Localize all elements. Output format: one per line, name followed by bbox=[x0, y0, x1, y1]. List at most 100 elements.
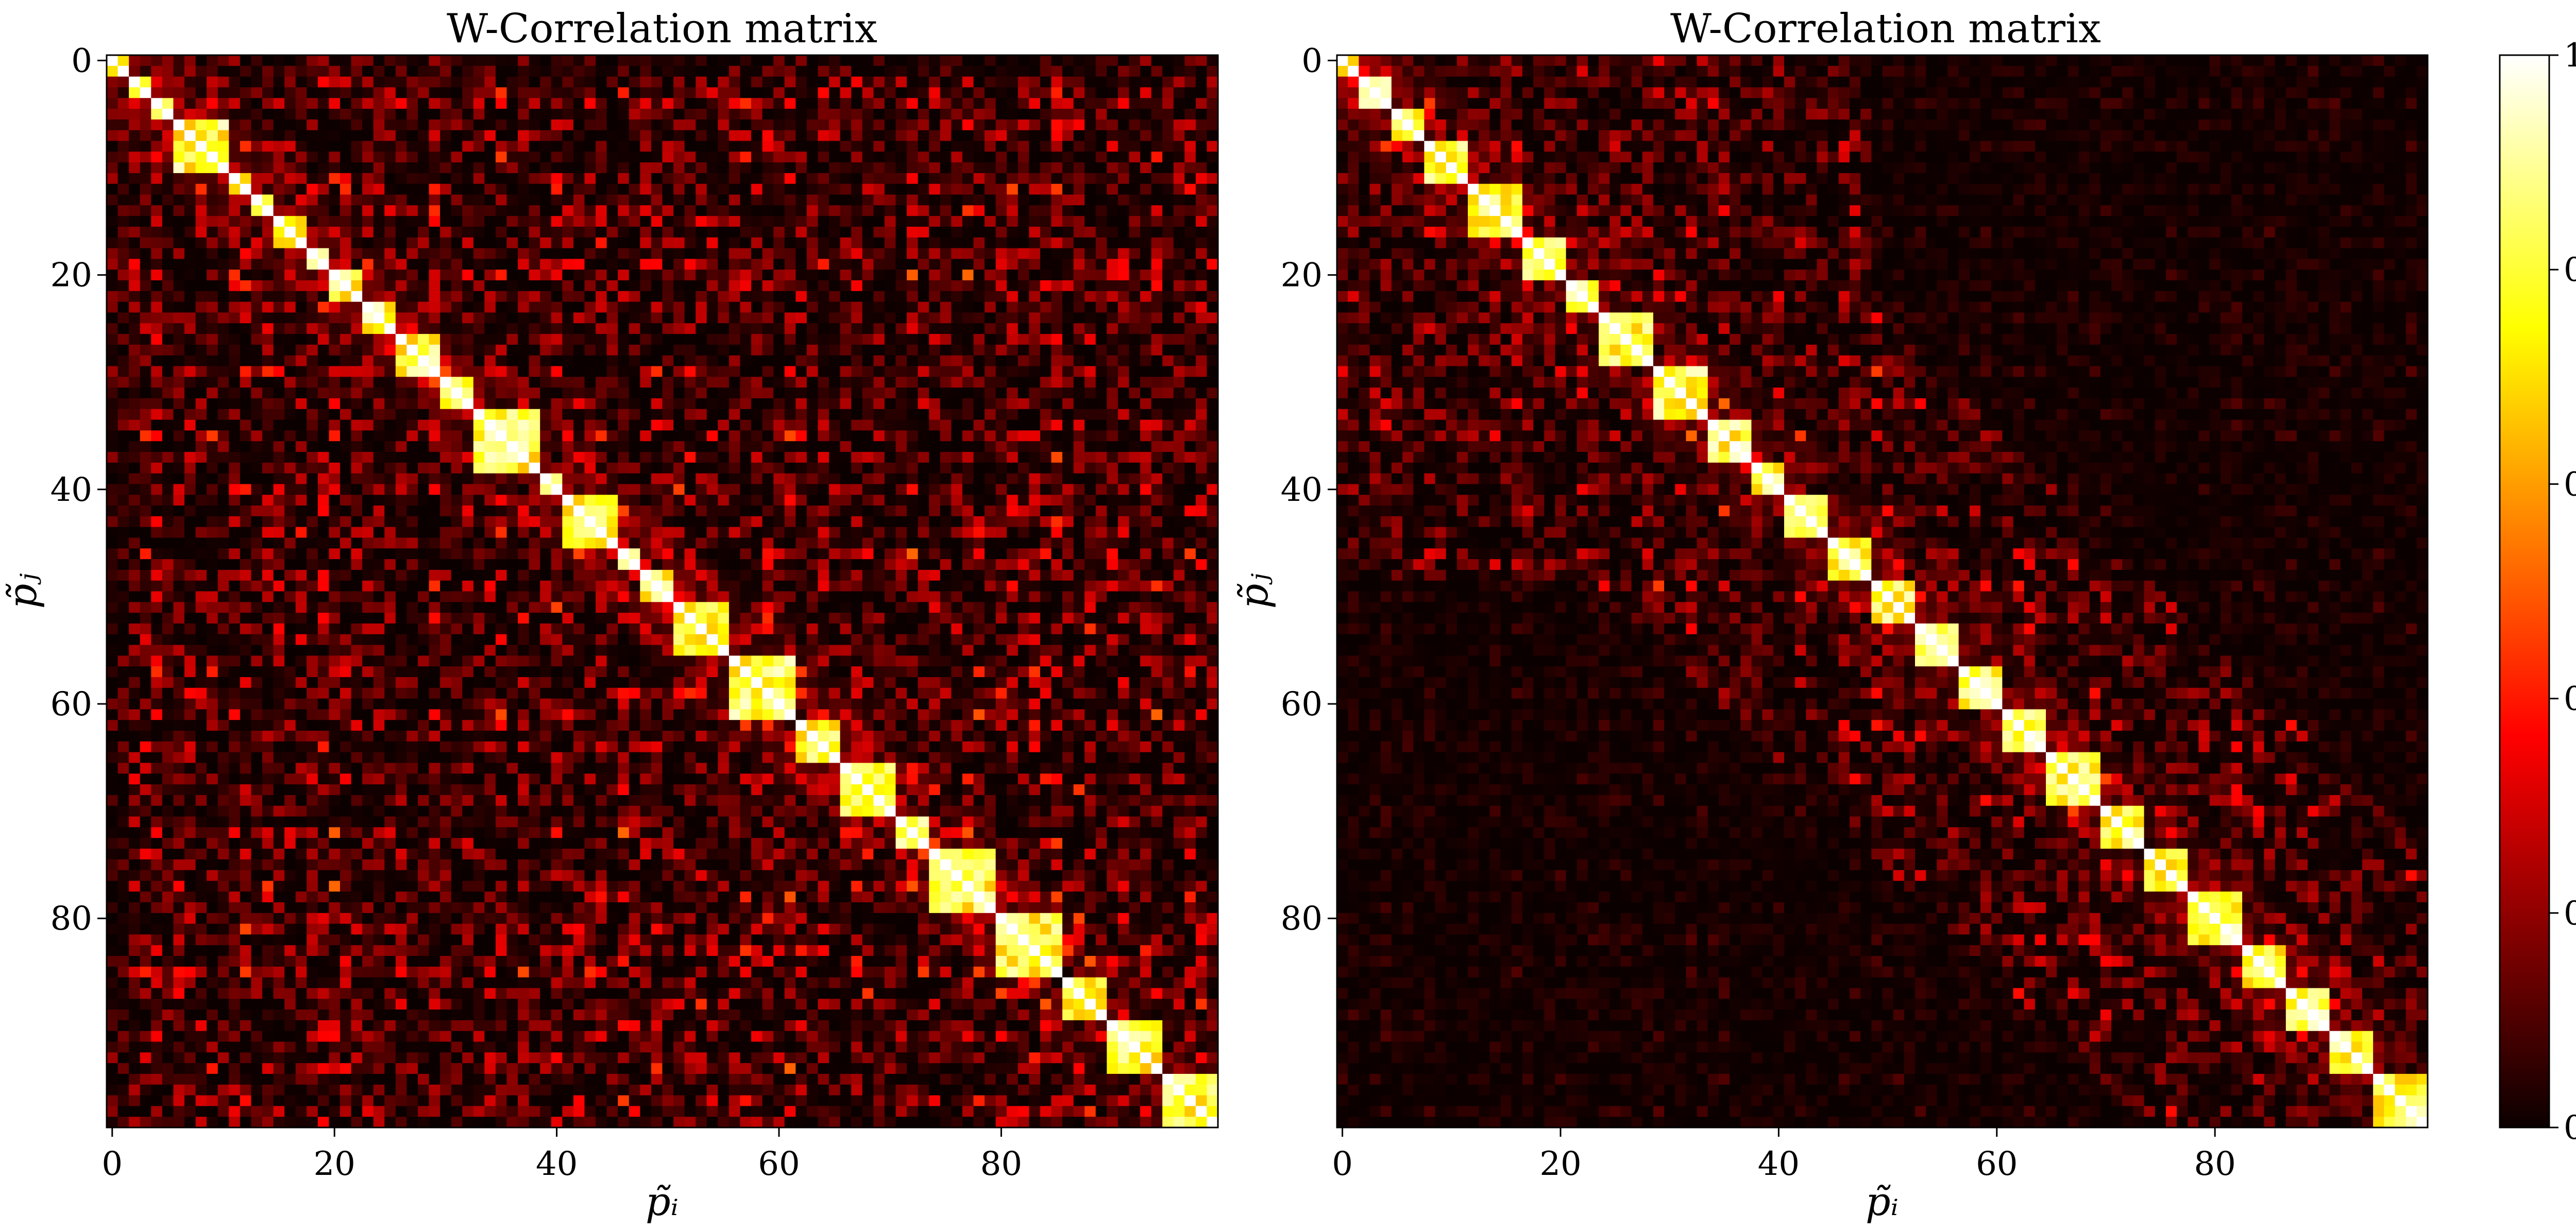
heatmap-cell bbox=[662, 419, 674, 431]
heatmap-cell bbox=[829, 226, 841, 238]
heatmap-cell bbox=[1184, 506, 1196, 517]
heatmap-cell bbox=[606, 87, 618, 98]
heatmap-cell bbox=[140, 141, 151, 152]
heatmap-cell bbox=[773, 98, 785, 109]
heatmap-cell bbox=[1073, 430, 1085, 442]
heatmap-cell bbox=[1029, 237, 1041, 249]
heatmap-cell bbox=[862, 119, 874, 131]
heatmap-cell bbox=[629, 205, 640, 216]
heatmap-cell bbox=[251, 580, 263, 592]
heatmap-cell bbox=[329, 398, 341, 410]
heatmap-cell bbox=[907, 419, 919, 431]
heatmap-cell bbox=[806, 226, 819, 238]
heatmap-cell bbox=[1162, 76, 1174, 88]
heatmap-cell bbox=[506, 409, 518, 420]
heatmap-cell bbox=[673, 194, 685, 206]
heatmap-cell bbox=[929, 226, 941, 238]
heatmap-cell bbox=[1018, 301, 1029, 313]
heatmap-cell bbox=[962, 334, 974, 345]
heatmap-cell bbox=[606, 580, 618, 592]
heatmap-cell bbox=[1029, 151, 1041, 163]
heatmap-cell bbox=[618, 109, 630, 120]
heatmap-cell bbox=[584, 355, 596, 367]
heatmap-cell bbox=[596, 388, 607, 399]
heatmap-cell bbox=[551, 377, 563, 388]
heatmap-cell bbox=[696, 377, 707, 388]
heatmap-cell bbox=[973, 441, 985, 452]
heatmap-cell bbox=[484, 537, 496, 549]
heatmap-cell bbox=[784, 334, 796, 345]
heatmap-cell bbox=[1095, 451, 1107, 463]
heatmap-cell bbox=[562, 548, 574, 560]
heatmap-cell bbox=[829, 516, 841, 528]
heatmap-cell bbox=[540, 388, 552, 399]
heatmap-cell bbox=[1029, 495, 1041, 506]
heatmap-cell bbox=[985, 569, 996, 581]
heatmap-cell bbox=[362, 141, 374, 152]
heatmap-cell bbox=[140, 119, 151, 131]
heatmap-cell bbox=[229, 280, 241, 292]
heatmap-cell bbox=[1184, 537, 1196, 549]
heatmap-cell bbox=[596, 419, 607, 431]
heatmap-cell bbox=[317, 119, 329, 131]
heatmap-cell bbox=[1084, 366, 1096, 377]
heatmap-cell bbox=[1162, 398, 1174, 410]
heatmap-cell bbox=[1062, 270, 1074, 281]
heatmap-cell bbox=[406, 109, 418, 120]
heatmap-cell bbox=[1095, 130, 1107, 142]
heatmap-cell bbox=[351, 484, 363, 495]
heatmap-cell bbox=[840, 76, 852, 88]
heatmap-cell bbox=[662, 98, 674, 109]
heatmap-cell bbox=[173, 183, 185, 195]
heatmap-cell bbox=[1073, 473, 1085, 484]
heatmap-cell bbox=[806, 87, 819, 98]
heatmap-cell bbox=[140, 419, 151, 431]
heatmap-cell bbox=[1184, 270, 1196, 281]
heatmap-cell bbox=[1140, 419, 1152, 431]
heatmap-cell bbox=[1018, 430, 1029, 442]
heatmap-cell bbox=[1151, 183, 1163, 195]
heatmap-cell bbox=[629, 484, 640, 495]
heatmap-cell bbox=[662, 344, 674, 356]
heatmap-cell bbox=[484, 183, 496, 195]
heatmap-cell bbox=[251, 451, 263, 463]
heatmap-cell bbox=[240, 162, 252, 174]
heatmap-cell bbox=[618, 398, 630, 410]
heatmap-cell bbox=[629, 516, 640, 528]
heatmap-cell bbox=[551, 506, 563, 517]
heatmap-cell bbox=[1095, 559, 1107, 570]
heatmap-cell bbox=[851, 183, 863, 195]
heatmap-cell bbox=[373, 323, 385, 334]
heatmap-cell bbox=[273, 334, 285, 345]
heatmap-cell bbox=[229, 451, 241, 463]
heatmap-cell bbox=[973, 151, 985, 163]
heatmap-cell bbox=[540, 312, 552, 324]
heatmap-cell bbox=[673, 569, 685, 581]
heatmap-cell bbox=[162, 55, 174, 66]
heatmap-cell bbox=[1195, 205, 1208, 216]
heatmap-cell bbox=[751, 130, 763, 142]
heatmap-cell bbox=[1162, 473, 1174, 484]
heatmap-cell bbox=[362, 495, 374, 506]
heatmap-cell bbox=[140, 259, 151, 270]
heatmap-cell bbox=[728, 430, 741, 442]
heatmap-cell bbox=[985, 516, 996, 528]
heatmap-cell bbox=[840, 569, 852, 581]
heatmap-cell bbox=[995, 248, 1007, 259]
heatmap-cell bbox=[373, 569, 385, 581]
heatmap-cell bbox=[317, 366, 329, 377]
heatmap-cell bbox=[1162, 87, 1174, 98]
heatmap-cell bbox=[1195, 516, 1208, 528]
heatmap-cell bbox=[1051, 484, 1063, 495]
heatmap-cell bbox=[506, 130, 518, 142]
heatmap-cell bbox=[840, 355, 852, 367]
heatmap-cell bbox=[273, 194, 285, 206]
heatmap-cell bbox=[429, 87, 440, 98]
heatmap-cell bbox=[384, 259, 396, 270]
heatmap-cell bbox=[351, 173, 363, 184]
heatmap-cell bbox=[862, 183, 874, 195]
heatmap-cell bbox=[284, 226, 296, 238]
heatmap-cell bbox=[673, 323, 685, 334]
heatmap-cell bbox=[940, 355, 952, 367]
heatmap-cell bbox=[1073, 484, 1085, 495]
